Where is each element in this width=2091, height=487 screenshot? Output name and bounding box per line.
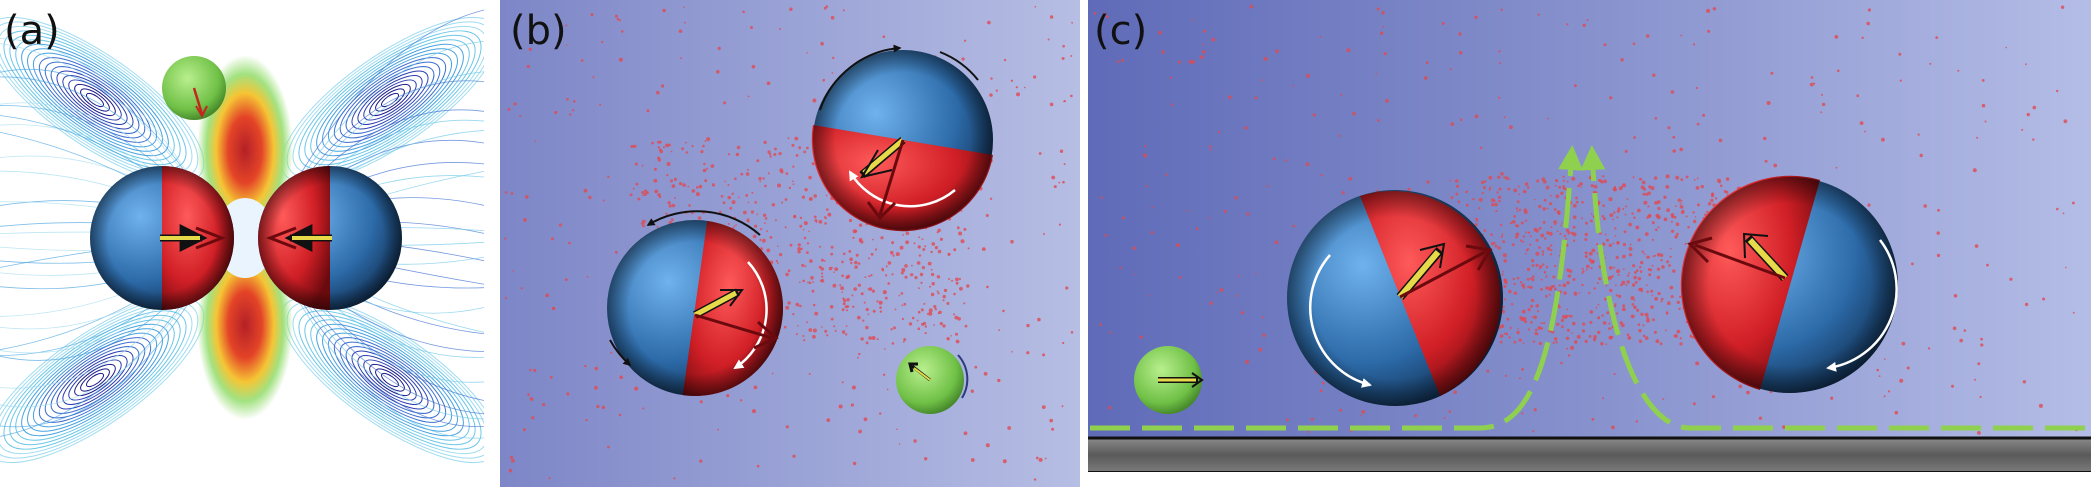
flow-arrows [1090,145,2085,431]
passive-particle-a [162,56,226,120]
panel-b-background [500,0,1080,487]
passive-particle-b [896,346,969,414]
panel-c: (c) [1088,0,2091,487]
panel-b-label: (b) [510,8,567,54]
panel-b: (b) [500,0,1080,487]
propulsion-arrows-a [160,224,332,252]
panel-c-label: (c) [1094,8,1147,54]
passive-particle-c [1134,346,1204,414]
janus-particle-top [811,44,993,232]
panel-a-label: (a) [4,8,60,54]
janus-particle-c-right [1680,175,1898,393]
panel-separator [1080,0,1088,487]
wall [1088,436,2091,487]
panel-a: (a) [0,0,484,487]
panel-c-background [1088,0,2091,487]
janus-particle-bottom [607,210,783,396]
janus-particle-c-left [1287,190,1503,406]
